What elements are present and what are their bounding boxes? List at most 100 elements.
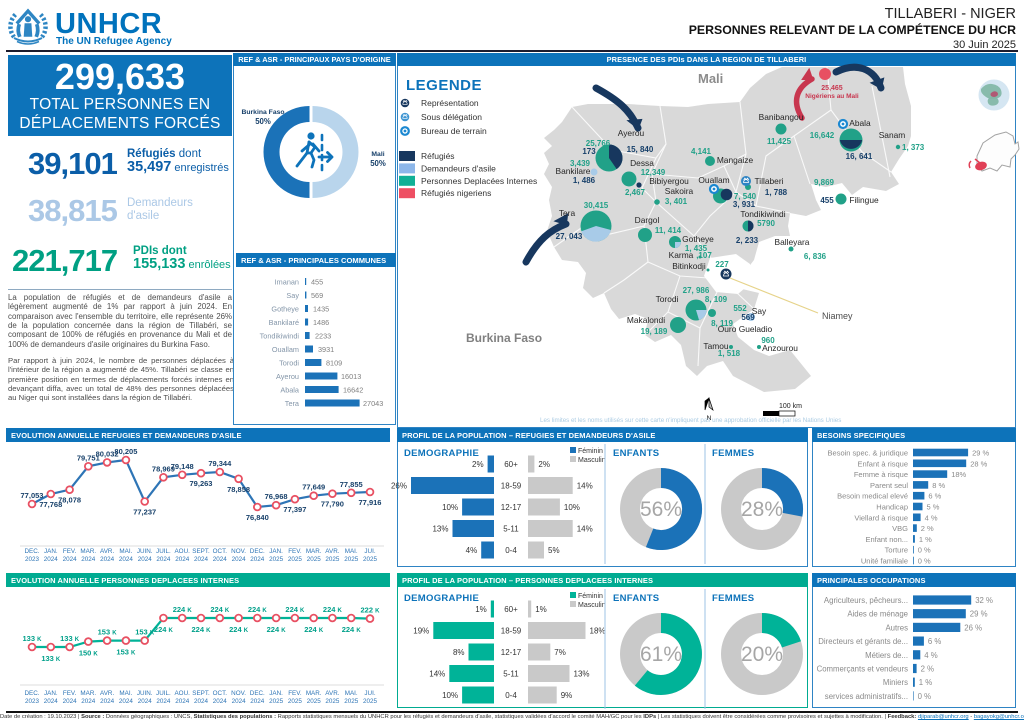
svg-text:Les limites et les noms utilis: Les limites et les noms utilisés sur cet… <box>540 417 841 424</box>
svg-text:224 K: 224 K <box>173 605 193 614</box>
svg-text:60+: 60+ <box>504 605 518 614</box>
svg-text:2025: 2025 <box>307 698 322 705</box>
svg-text:Ayerou: Ayerou <box>618 128 645 138</box>
svg-text:16,642: 16,642 <box>810 131 835 140</box>
svg-text:78,969: 78,969 <box>152 464 175 473</box>
svg-text:1%: 1% <box>475 605 487 614</box>
svg-text:Directeurs et gérants de...: Directeurs et gérants de... <box>818 637 908 646</box>
svg-text:Demandeurs d'asile: Demandeurs d'asile <box>421 163 496 173</box>
svg-text:5-11: 5-11 <box>503 670 519 679</box>
svg-text:AVR.: AVR. <box>325 690 339 697</box>
svg-text:56%: 56% <box>640 498 682 521</box>
svg-text:Torodi: Torodi <box>279 359 299 368</box>
svg-text:16013: 16013 <box>341 372 361 381</box>
svg-text:2 %: 2 % <box>921 665 935 674</box>
svg-text:Gotheye: Gotheye <box>682 234 714 244</box>
svg-text:FEMMES: FEMMES <box>712 593 754 604</box>
svg-text:MAI.: MAI. <box>119 548 132 555</box>
svg-text:LEGENDE: LEGENDE <box>406 77 482 94</box>
svg-text:Handicap: Handicap <box>876 503 908 512</box>
svg-text:2025: 2025 <box>325 556 340 563</box>
svg-text:DEC.: DEC. <box>24 690 39 697</box>
svg-text:133 K: 133 K <box>60 634 80 643</box>
svg-text:0 %: 0 % <box>918 546 931 555</box>
svg-text:153 K: 153 K <box>135 628 155 637</box>
svg-text:29 %: 29 % <box>970 610 988 619</box>
svg-text:AOU.: AOU. <box>174 548 190 555</box>
svg-text:4%: 4% <box>466 546 478 555</box>
svg-text:224 K: 224 K <box>323 605 343 614</box>
svg-text:Ouallam: Ouallam <box>272 345 299 354</box>
svg-text:224 K: 224 K <box>210 605 230 614</box>
svg-text:NOV.: NOV. <box>231 548 246 555</box>
svg-text:2024: 2024 <box>250 556 265 563</box>
svg-text:2024: 2024 <box>175 556 190 563</box>
svg-text:8%: 8% <box>453 648 465 657</box>
svg-text:1435: 1435 <box>313 305 329 314</box>
svg-text:2024: 2024 <box>232 698 247 705</box>
svg-text:Dargol: Dargol <box>635 215 660 225</box>
svg-text:78,858: 78,858 <box>227 485 250 494</box>
svg-text:79,263: 79,263 <box>190 479 213 488</box>
svg-text:Sakoira: Sakoira <box>665 186 694 196</box>
svg-text:80,032: 80,032 <box>96 449 119 458</box>
svg-text:77,916: 77,916 <box>359 498 382 507</box>
svg-text:DEMOGRAPHIE: DEMOGRAPHIE <box>404 593 479 604</box>
svg-text:18-59: 18-59 <box>501 482 522 491</box>
svg-text:Réfugiés: Réfugiés <box>421 151 455 161</box>
svg-text:2024: 2024 <box>44 698 59 705</box>
svg-text:2024: 2024 <box>156 698 171 705</box>
svg-text:227: 227 <box>715 260 729 269</box>
svg-text:15, 840: 15, 840 <box>627 145 654 154</box>
svg-text:77,768: 77,768 <box>39 500 62 509</box>
svg-text:1, 373: 1, 373 <box>902 143 925 152</box>
svg-text:Féminin: Féminin <box>578 448 603 455</box>
svg-text:50%: 50% <box>370 159 386 168</box>
svg-text:61%: 61% <box>640 643 682 666</box>
svg-text:SEPT.: SEPT. <box>192 690 210 697</box>
svg-text:26%: 26% <box>391 482 407 491</box>
svg-text:Mali: Mali <box>371 151 384 158</box>
svg-text:Bureau de terrain: Bureau de terrain <box>421 126 487 136</box>
svg-text:78,078: 78,078 <box>58 496 81 505</box>
svg-text:2%: 2% <box>472 460 484 469</box>
svg-text:DEC.: DEC. <box>250 548 265 555</box>
svg-text:6 %: 6 % <box>928 492 941 501</box>
svg-text:Makalondi: Makalondi <box>627 315 665 325</box>
svg-text:Anzourou: Anzourou <box>762 343 798 353</box>
svg-text:FEV.: FEV. <box>288 548 302 555</box>
svg-text:12-17: 12-17 <box>501 648 522 657</box>
svg-text:2024: 2024 <box>156 556 171 563</box>
svg-text:MAI.: MAI. <box>345 690 358 697</box>
svg-text:Enfant non...: Enfant non... <box>865 535 908 544</box>
svg-text:2023: 2023 <box>25 556 40 563</box>
svg-text:Masculin: Masculin <box>578 602 606 609</box>
svg-text:10%: 10% <box>442 503 458 512</box>
svg-text:77,237: 77,237 <box>133 508 156 517</box>
svg-text:2025: 2025 <box>269 698 284 705</box>
svg-text:2,467: 2,467 <box>625 188 646 197</box>
svg-text:3, 401: 3, 401 <box>665 197 688 206</box>
svg-text:Agriculteurs, pêcheurs...: Agriculteurs, pêcheurs... <box>824 596 908 605</box>
svg-text:Niamey: Niamey <box>822 311 853 321</box>
svg-text:13%: 13% <box>574 670 590 679</box>
svg-text:Femme à risque: Femme à risque <box>854 470 908 479</box>
svg-text:2, 233: 2, 233 <box>736 236 759 245</box>
svg-text:OCT.: OCT. <box>213 548 228 555</box>
svg-text:Unité familiale: Unité familiale <box>861 557 908 566</box>
svg-text:552: 552 <box>733 304 747 313</box>
svg-text:6 %: 6 % <box>928 637 942 646</box>
svg-text:14%: 14% <box>577 482 593 491</box>
svg-text:60+: 60+ <box>504 460 518 469</box>
svg-text:MAR.: MAR. <box>80 548 96 555</box>
svg-text:Imanan: Imanan <box>275 278 299 287</box>
svg-text:JUIL.: JUIL. <box>156 690 171 697</box>
svg-text:224 K: 224 K <box>304 625 324 634</box>
svg-text:AVR.: AVR. <box>100 548 114 555</box>
svg-text:JAN.: JAN. <box>269 690 283 697</box>
svg-text:Féminin: Féminin <box>578 593 603 600</box>
svg-text:133 K: 133 K <box>23 634 43 643</box>
svg-text:2024: 2024 <box>194 556 209 563</box>
svg-text:18-59: 18-59 <box>501 627 522 636</box>
svg-text:1%: 1% <box>535 605 547 614</box>
